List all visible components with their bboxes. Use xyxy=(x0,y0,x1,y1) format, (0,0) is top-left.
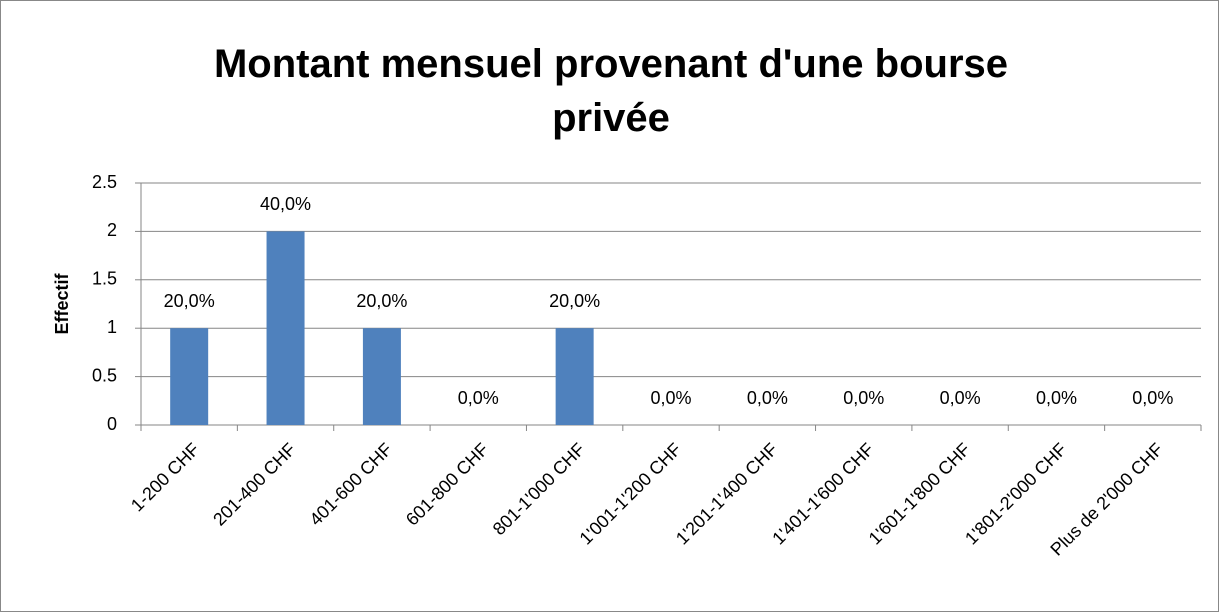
data-label: 0,0% xyxy=(458,388,499,408)
y-tick-label: 1.5 xyxy=(92,269,117,289)
data-label: 40,0% xyxy=(260,194,311,214)
y-tick-label: 1 xyxy=(107,317,117,337)
x-tick-label: 1'601-1'800 CHF xyxy=(865,439,975,549)
bar xyxy=(362,328,401,425)
y-tick-label: 2.5 xyxy=(92,172,117,192)
data-label: 20,0% xyxy=(356,291,407,311)
x-tick-label: 1-200 CHF xyxy=(127,439,203,515)
bar xyxy=(266,231,305,425)
y-tick-label: 2 xyxy=(107,220,117,240)
y-tick-label: 0 xyxy=(107,414,117,434)
chart-title: Montant mensuel provenant d'une bourse p… xyxy=(213,42,1009,140)
data-label: 0,0% xyxy=(1036,388,1077,408)
data-label: 20,0% xyxy=(549,291,600,311)
x-tick-label: 201-400 CHF xyxy=(209,439,300,530)
data-label: 0,0% xyxy=(843,388,884,408)
y-tick-label: 0.5 xyxy=(92,365,117,385)
bar xyxy=(170,328,209,425)
x-tick-label: 1'201-1'400 CHF xyxy=(672,439,782,549)
x-tick-label: 601-800 CHF xyxy=(402,439,493,530)
data-label: 0,0% xyxy=(650,388,691,408)
x-tick-label: 1'401-1'600 CHF xyxy=(768,439,878,549)
x-tick-label: 401-600 CHF xyxy=(306,439,397,530)
data-label: 0,0% xyxy=(940,388,981,408)
x-tick-label: 1'001-1'200 CHF xyxy=(576,439,686,549)
data-label: 0,0% xyxy=(1132,388,1173,408)
x-tick-label: 801-1'000 CHF xyxy=(489,439,589,539)
data-label: 20,0% xyxy=(164,291,215,311)
x-tick-label: 1'801-2'000 CHF xyxy=(961,439,1071,549)
bar xyxy=(555,328,594,425)
data-label: 0,0% xyxy=(747,388,788,408)
y-axis-label: Effectif xyxy=(52,272,72,334)
